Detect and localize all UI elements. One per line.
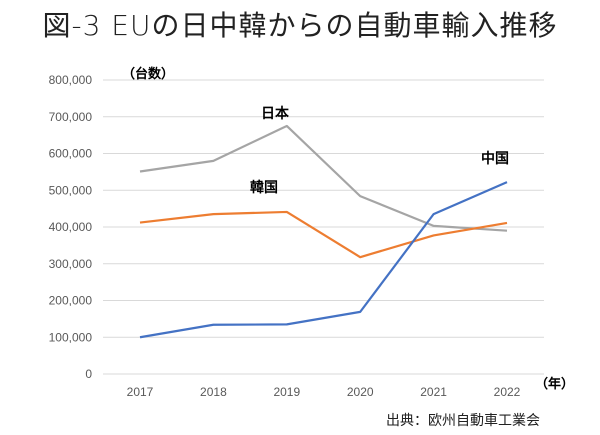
series-line-日本 (139, 124, 508, 232)
y-tick-label: 400,000 (49, 220, 93, 234)
x-tick-label: 2020 (347, 385, 374, 399)
series-label-japan: 日本 (261, 105, 290, 122)
x-tick-label: 2017 (127, 385, 154, 399)
y-tick-label: 300,000 (49, 257, 93, 271)
series-label-china: 中国 (481, 150, 509, 167)
gridlines (103, 79, 544, 375)
y-axis-unit-label: （台数） (122, 66, 174, 82)
series-label-korea: 韓国 (250, 179, 278, 196)
x-tick-label: 2018 (200, 385, 227, 399)
x-tick-label: 2022 (494, 385, 521, 399)
source-note: 出典：欧州自動車工業会 (386, 413, 540, 429)
chart-title: 図-3 EUの日中韓からの自動車輸入推移 (42, 9, 558, 42)
x-axis-ticks: 2017 2018 2019 2020 2021 2022 (127, 385, 521, 399)
y-tick-label: 600,000 (49, 147, 93, 161)
y-axis-ticks: 0 100,000 200,000 300,000 400,000 500,000 600,… (49, 73, 93, 381)
series-lines (139, 124, 508, 339)
y-tick-label: 700,000 (49, 110, 93, 124)
y-tick-label: 100,000 (49, 330, 93, 344)
y-tick-label: 500,000 (49, 183, 93, 197)
x-tick-label: 2021 (420, 385, 447, 399)
series-line-韓国 (139, 210, 508, 259)
x-axis-unit-label: （年） (535, 376, 574, 392)
y-tick-label: 800,000 (49, 73, 93, 87)
y-tick-label: 0 (85, 367, 92, 381)
x-tick-label: 2019 (273, 385, 300, 399)
series-line-中国 (139, 181, 508, 339)
y-tick-label: 200,000 (49, 294, 93, 308)
